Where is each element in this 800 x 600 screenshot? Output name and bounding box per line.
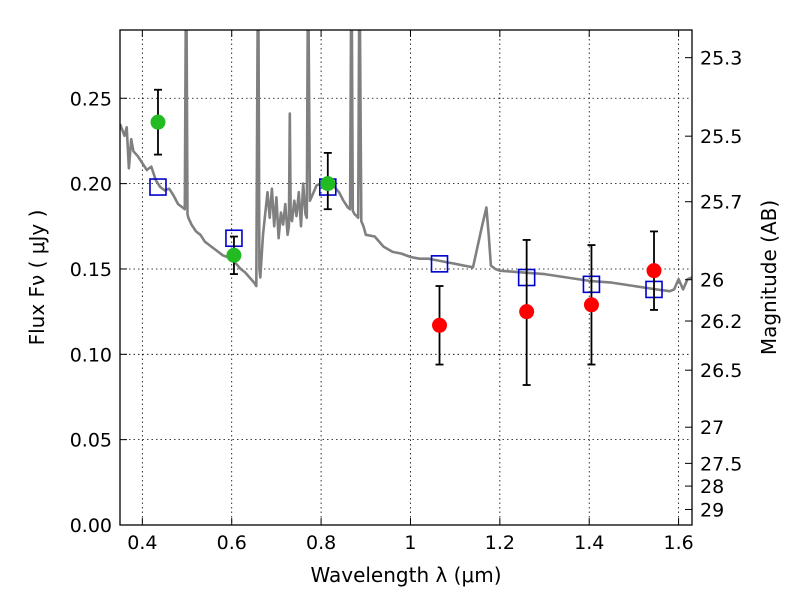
y2-tick-label: 26	[700, 270, 724, 292]
model-square-marker	[149, 178, 167, 196]
y-tick-label: 0.20	[70, 174, 112, 196]
y2-axis-label: Magnitude (AB)	[757, 200, 781, 355]
x-tick-label: 0.4	[127, 532, 157, 554]
x-tick-label: 1.6	[663, 532, 693, 554]
photometry-point	[432, 317, 448, 333]
y-axis-label: Flux Fν ( μJy )	[25, 210, 49, 346]
y2-tick-label: 27	[700, 417, 724, 439]
y-tick-label: 0.25	[70, 88, 112, 110]
axis-ticks: 0.4 0.6 0.8 1 1.2 1.4 1.6 0.00 0.05 0.10 0.15 0.20 0…	[70, 30, 742, 554]
grid-lines	[120, 30, 692, 526]
x-tick-label: 0.6	[217, 532, 247, 554]
photometry-point	[150, 114, 166, 130]
y2-tick-label: 28	[700, 476, 724, 498]
model-square-marker	[430, 255, 449, 273]
photometry-layer	[149, 88, 663, 386]
plot-frame	[119, 29, 693, 526]
y-tick-label: 0.05	[70, 430, 112, 452]
y-tick-label: 0.10	[70, 344, 112, 366]
x-tick-label: 1	[404, 532, 416, 554]
y2-tick-label: 25.7	[700, 192, 742, 214]
spectrum-line	[120, 30, 692, 293]
y-tick-label: 0.15	[70, 259, 112, 281]
photometry-point	[583, 297, 599, 313]
y-tick-label: 0.00	[70, 515, 112, 537]
x-axis-label: Wavelength λ (μm)	[310, 563, 501, 587]
y2-tick-label: 26.5	[700, 360, 742, 382]
y2-tick-label: 27.5	[700, 453, 742, 475]
photometry-point	[519, 304, 535, 320]
y2-tick-label: 26.2	[700, 311, 742, 333]
y2-tick-label: 25.5	[700, 126, 742, 148]
x-tick-label: 1.4	[574, 532, 604, 554]
photometry-point	[320, 176, 336, 192]
x-tick-label: 1.2	[485, 532, 515, 554]
photometry-point	[646, 263, 662, 279]
y2-tick-label: 25.3	[700, 48, 742, 70]
photometry-point	[226, 247, 242, 263]
model-spectrum-layer	[120, 30, 692, 293]
y2-tick-label: 29	[700, 499, 724, 521]
x-tick-label: 0.8	[306, 532, 336, 554]
